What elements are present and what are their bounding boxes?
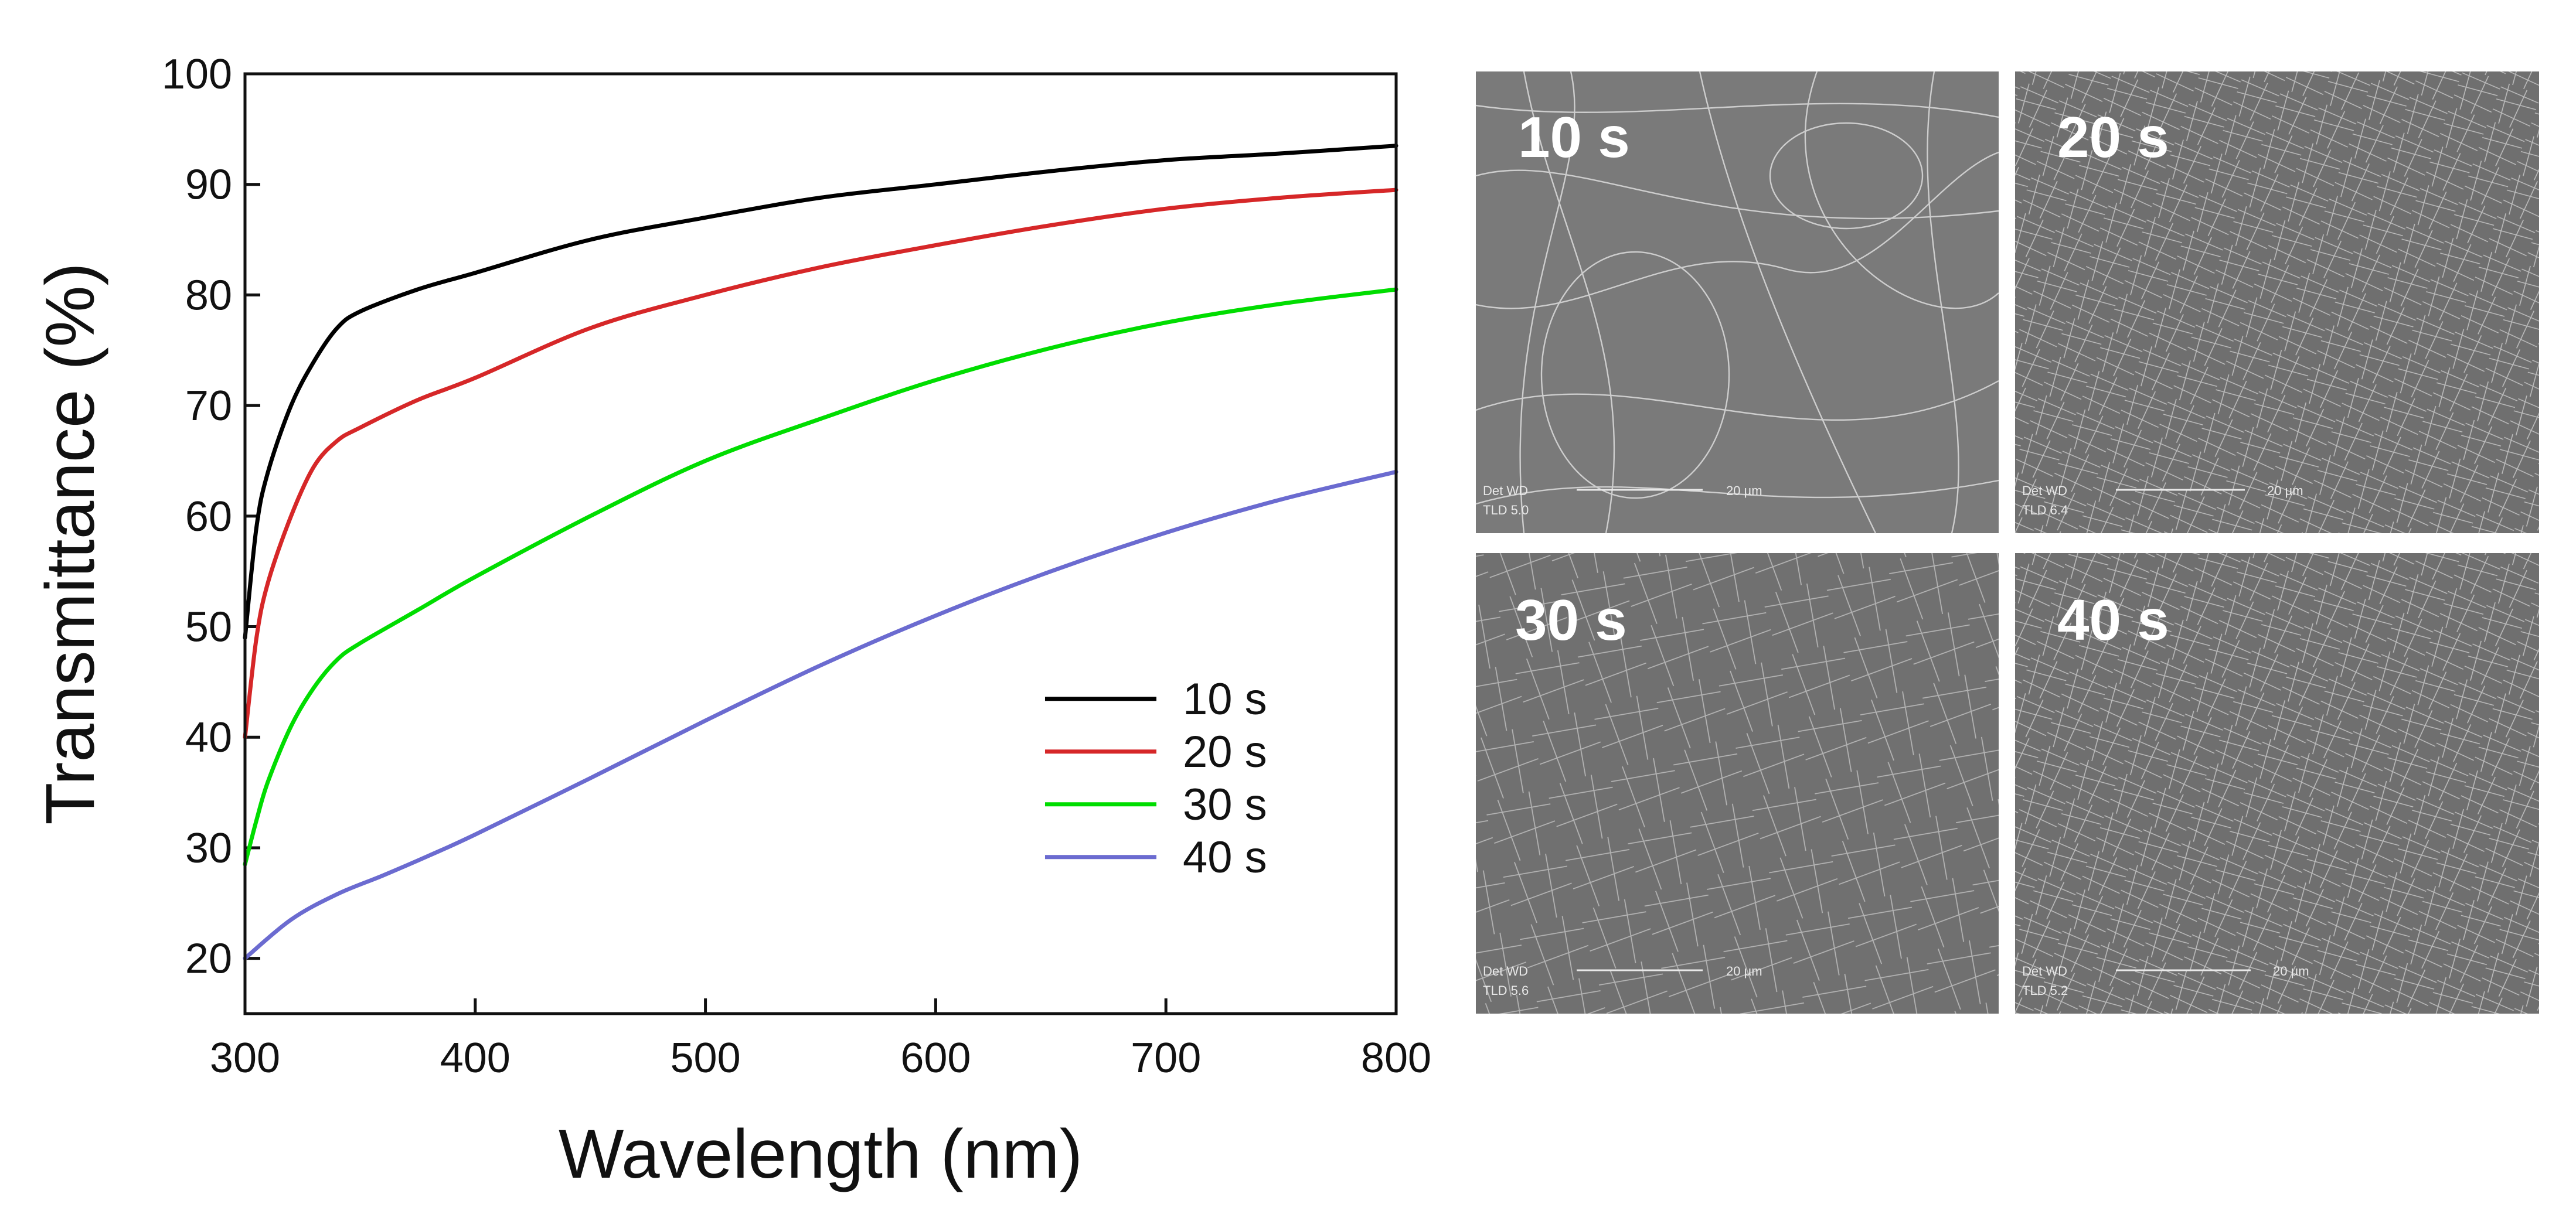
y-tick-label: 50 bbox=[185, 604, 232, 651]
y-tick-label: 80 bbox=[185, 272, 232, 319]
scale-bar-label: 20 µm bbox=[2267, 483, 2303, 498]
sem-time-label: 40 s bbox=[2057, 588, 2169, 652]
y-tick-label: 100 bbox=[162, 51, 232, 98]
y-tick-label: 40 bbox=[185, 714, 232, 761]
sem-panel-10s: 10 s Det WD TLD 5.0 20 µm bbox=[1475, 71, 1999, 534]
x-axis-ticks: 300 400 500 600 700 800 bbox=[210, 998, 1431, 1082]
legend: 10 s20 s30 s40 s bbox=[1044, 674, 1267, 882]
x-tick-label: 400 bbox=[440, 1035, 511, 1082]
sem-info-line2: TLD 6.4 bbox=[2022, 503, 2068, 517]
series-layer bbox=[243, 144, 1398, 961]
sem-time-label: 20 s bbox=[2057, 105, 2169, 169]
y-tick-label: 90 bbox=[185, 162, 232, 209]
scale-bar-label: 20 µm bbox=[2273, 964, 2309, 978]
series-line-4 bbox=[243, 469, 1398, 961]
legend-label: 40 s bbox=[1183, 833, 1267, 882]
sem-panel-20s: 20 s Det WD TLD 6.4 20 µm bbox=[2015, 71, 2539, 533]
sem-info-line2: TLD 5.6 bbox=[1483, 983, 1529, 998]
fiber-network bbox=[1475, 71, 1999, 534]
sem-time-label: 30 s bbox=[1515, 588, 1627, 652]
legend-label: 20 s bbox=[1183, 727, 1267, 777]
legend-label: 10 s bbox=[1183, 674, 1267, 724]
series-line-2 bbox=[243, 187, 1398, 739]
y-axis-ticks: 20 30 40 50 60 70 80 90 100 bbox=[162, 51, 260, 983]
sem-panel-30s: 30 s Det WD TLD 5.6 20 µm bbox=[1476, 553, 1999, 1014]
x-tick-label: 300 bbox=[210, 1035, 280, 1082]
x-tick-label: 500 bbox=[671, 1035, 741, 1082]
plot-frame bbox=[243, 72, 1398, 1015]
series-line-1 bbox=[243, 144, 1398, 640]
x-tick-label: 700 bbox=[1131, 1035, 1201, 1082]
sem-time-label: 10 s bbox=[1518, 105, 1630, 169]
sem-info-line1: Det WD bbox=[1483, 964, 1528, 978]
legend-label: 30 s bbox=[1183, 780, 1267, 830]
y-axis-title: Transmittance (%) bbox=[32, 262, 109, 825]
sem-info-line2: TLD 5.0 bbox=[1483, 503, 1529, 517]
sem-info-line2: TLD 5.2 bbox=[2022, 983, 2068, 998]
y-tick-label: 70 bbox=[185, 383, 232, 429]
x-tick-label: 800 bbox=[1361, 1035, 1431, 1082]
scale-bar-label: 20 µm bbox=[1726, 483, 1762, 498]
x-tick-label: 600 bbox=[900, 1035, 971, 1082]
scale-bar-label: 20 µm bbox=[1726, 964, 1762, 978]
sem-image-grid: 10 s Det WD TLD 5.0 20 µm 20 s Det WD TL… bbox=[1475, 71, 2539, 1014]
x-axis-title: Wavelength (nm) bbox=[559, 1116, 1083, 1193]
series-line-3 bbox=[243, 287, 1398, 867]
y-tick-label: 20 bbox=[185, 936, 232, 983]
sem-info-line1: Det WD bbox=[1483, 483, 1528, 498]
y-tick-label: 60 bbox=[185, 493, 232, 540]
y-tick-label: 30 bbox=[185, 825, 232, 872]
sem-panel-40s: 40 s Det WD TLD 5.2 20 µm bbox=[2015, 553, 2539, 1014]
sem-info-line1: Det WD bbox=[2022, 483, 2067, 498]
sem-info-line1: Det WD bbox=[2022, 964, 2067, 978]
transmittance-chart: 20 30 40 50 60 70 80 90 100 300 400 500 600 700 800 T… bbox=[32, 51, 1431, 1193]
